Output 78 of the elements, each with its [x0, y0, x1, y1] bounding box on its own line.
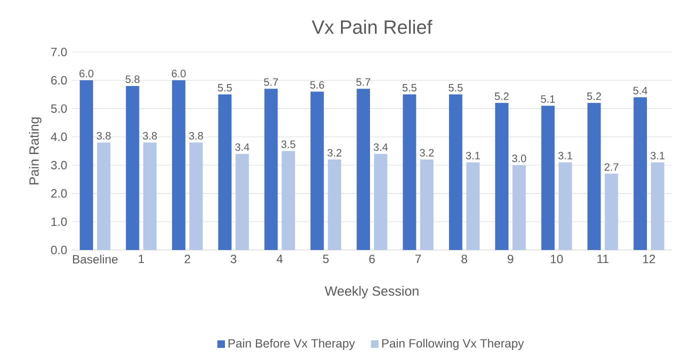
bar [374, 154, 388, 250]
bar [172, 80, 186, 250]
data-label: 3.1 [466, 152, 480, 160]
data-label: 2.7 [604, 163, 618, 171]
x-tick-label: 5 [322, 254, 329, 264]
data-label: 3.5 [281, 140, 296, 148]
legend-label: Pain Before Vx Therapy [228, 338, 355, 350]
x-tick-label: 6 [369, 254, 375, 264]
bar [264, 88, 278, 250]
data-label: 5.7 [356, 78, 370, 86]
data-label: 5.8 [126, 75, 140, 84]
data-label: 6.0 [80, 70, 94, 78]
bar [512, 165, 526, 250]
x-tick-label: 2 [184, 254, 190, 264]
bar [97, 142, 110, 250]
x-tick-label: 8 [462, 254, 468, 264]
data-label: 5.6 [310, 81, 324, 89]
data-label: 5.5 [402, 84, 416, 92]
legend-label: Pain Following Vx Therapy [382, 338, 524, 350]
data-label: 3.4 [374, 143, 388, 151]
bar [126, 86, 140, 250]
bar [448, 94, 462, 250]
x-tick-label: 1 [138, 254, 144, 263]
x-tick-label: 7 [415, 254, 421, 263]
bar [495, 102, 508, 250]
y-tick-label: 0.0 [51, 246, 67, 254]
bar [282, 151, 296, 250]
y-tick-label: 2.0 [51, 189, 67, 198]
data-label: 5.2 [494, 92, 509, 100]
x-tick-label: 12 [643, 254, 655, 264]
x-tick-label: 9 [508, 254, 514, 264]
x-tick-label: 3 [230, 254, 236, 264]
data-label: 5.1 [540, 95, 555, 103]
x-tick-label: 10 [550, 254, 563, 264]
data-label: 5.5 [448, 84, 463, 92]
data-label: 3.8 [189, 132, 203, 140]
bar [310, 92, 324, 250]
bar [356, 88, 370, 250]
bar [541, 106, 555, 250]
bar [189, 142, 203, 250]
data-label: 3.0 [512, 154, 526, 162]
data-label: 3.4 [235, 143, 250, 151]
y-tick-label: 4.0 [50, 132, 67, 142]
bar [587, 102, 601, 250]
data-label: 3.8 [142, 132, 157, 140]
data-label: 5.5 [218, 84, 232, 92]
data-label: 6.0 [172, 70, 186, 78]
y-tick-label: 6.0 [51, 76, 67, 85]
bar [80, 80, 94, 250]
y-tick-label: 7.0 [51, 48, 67, 56]
bar [634, 97, 647, 250]
bar [236, 154, 249, 250]
data-label: 3.1 [650, 152, 664, 160]
bar [604, 174, 618, 250]
data-label: 5.7 [264, 78, 278, 86]
data-label: 3.2 [420, 149, 434, 157]
bar [650, 162, 664, 250]
chart-title: Vx Pain Relief [312, 20, 432, 34]
data-label: 3.8 [96, 132, 111, 140]
bar [420, 159, 434, 250]
bar [328, 159, 342, 250]
data-label: 5.2 [587, 92, 601, 100]
data-label: 5.4 [633, 86, 648, 94]
x-tick-label: 11 [597, 254, 608, 263]
bar [143, 142, 157, 250]
bar [558, 162, 572, 250]
bar [218, 94, 232, 250]
y-tick-label: 3.0 [51, 160, 67, 170]
x-axis-title: Weekly Session [324, 286, 418, 298]
y-axis-title: Pain Rating [29, 117, 42, 184]
x-tick-label: 4 [276, 254, 283, 263]
x-tick-label: Baseline [73, 254, 118, 264]
bar [402, 94, 416, 250]
y-tick-label: 5.0 [51, 104, 67, 113]
bar [466, 162, 480, 250]
data-label: 3.1 [558, 152, 572, 160]
data-label: 3.2 [328, 149, 342, 157]
y-tick-label: 1.0 [52, 217, 67, 226]
